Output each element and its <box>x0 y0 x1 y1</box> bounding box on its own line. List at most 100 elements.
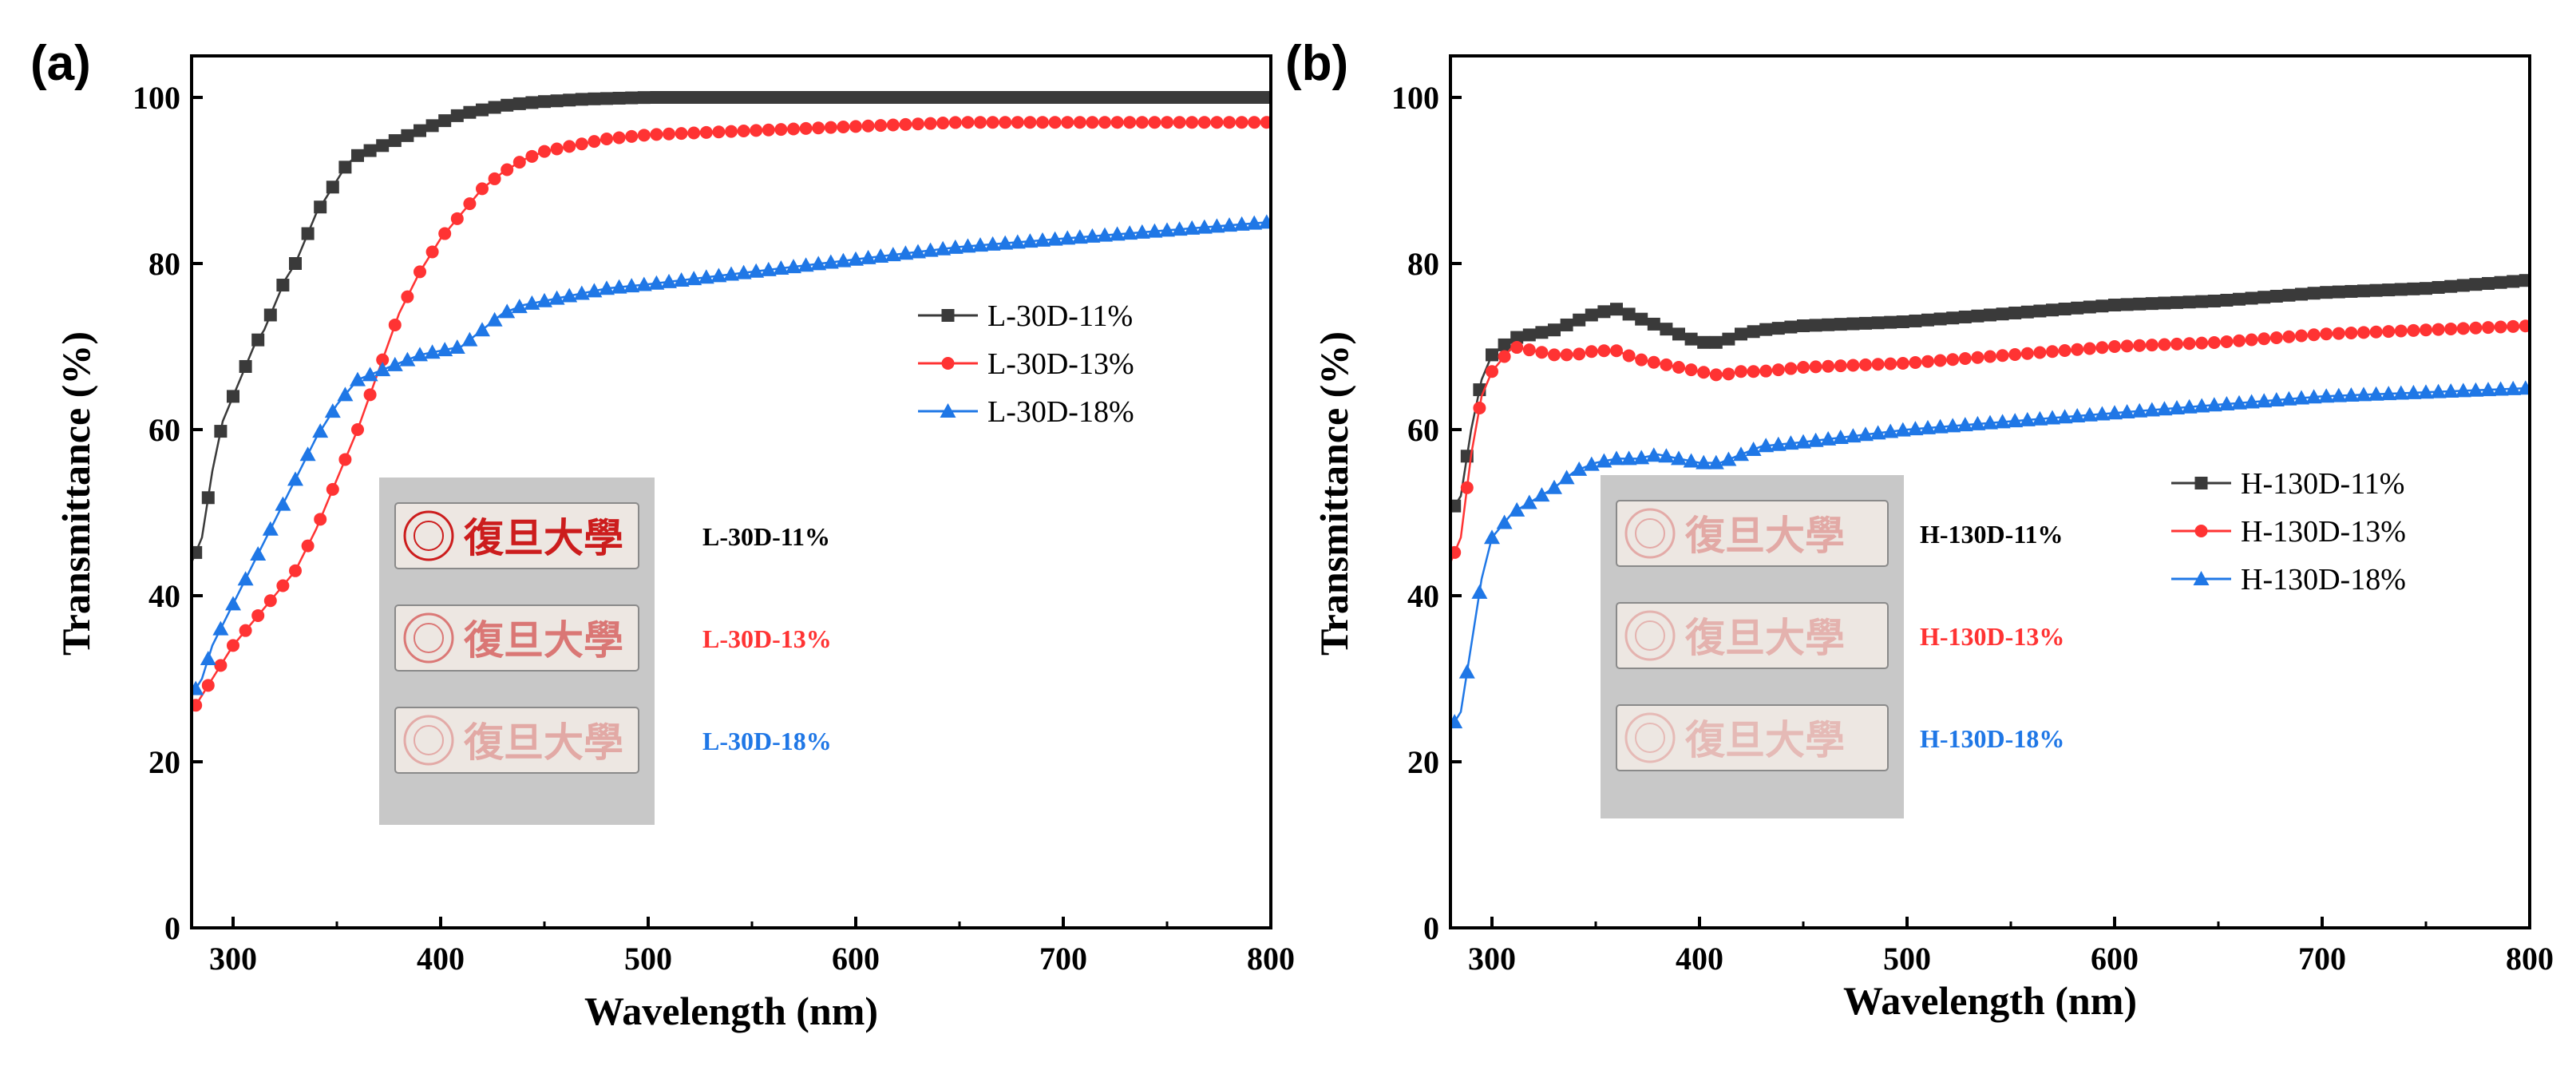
data-point <box>1546 479 1562 494</box>
data-point <box>262 521 279 536</box>
data-point <box>2257 291 2271 304</box>
data-point <box>1859 358 1872 371</box>
data-point <box>1460 481 1474 494</box>
data-point <box>611 279 627 294</box>
data-point <box>2131 402 2148 418</box>
data-point <box>1645 447 1662 462</box>
data-point <box>2369 325 2383 339</box>
data-point <box>1784 362 1798 375</box>
data-point <box>799 121 813 135</box>
data-point <box>1209 218 1225 233</box>
data-point <box>824 121 837 134</box>
data-point <box>1832 429 1849 444</box>
data-point <box>351 423 364 436</box>
data-point <box>1932 418 1949 434</box>
data-point <box>2357 326 2370 339</box>
x-tick-label: 800 <box>2506 941 2554 977</box>
data-point <box>1871 358 1885 371</box>
panel-a-legend: L-30D-11% L-30D-13% L-30D-18% <box>918 299 1134 429</box>
data-point <box>251 333 265 347</box>
data-point <box>1171 221 1188 236</box>
series-L-30D-18% <box>192 214 1271 696</box>
data-point <box>476 103 489 117</box>
data-point <box>2332 327 2345 340</box>
data-point <box>2008 347 2022 361</box>
data-point <box>438 227 452 240</box>
data-point <box>2245 333 2258 347</box>
data-point <box>886 91 900 104</box>
data-point <box>414 265 426 279</box>
y-tick-label: 20 <box>1407 744 1439 780</box>
data-point <box>301 539 315 553</box>
data-point <box>1596 453 1612 468</box>
data-point <box>2158 296 2171 310</box>
panel-a-inset-photo: 復旦大學 L-30D-11% 復旦大學 L-30D-13% 復旦大學 L-30D-18% <box>379 478 832 825</box>
panel-b: (b) 300 400 500 600 700 800 0 20 40 60 80 100 Wavel… <box>1285 36 2554 1023</box>
data-point <box>351 149 364 162</box>
data-point <box>461 331 478 347</box>
data-point <box>1846 359 1860 372</box>
sample-film <box>394 604 639 672</box>
data-point <box>192 699 203 712</box>
data-point <box>1260 91 1271 104</box>
data-point <box>1909 355 1922 369</box>
data-point <box>1660 358 1673 371</box>
inset-sample-label: H-130D-11% <box>1920 520 2064 549</box>
data-point <box>1635 353 1648 367</box>
data-point <box>2094 406 2111 421</box>
data-point <box>1722 332 1735 346</box>
data-point <box>974 91 987 104</box>
data-point <box>1110 116 1124 129</box>
x-tick-label: 500 <box>1883 941 1931 977</box>
data-point <box>1622 349 1636 363</box>
data-point <box>623 278 640 293</box>
data-point <box>1161 116 1173 129</box>
data-point <box>635 276 652 291</box>
data-point <box>936 91 950 104</box>
data-point <box>1795 434 1811 449</box>
data-point <box>1585 308 1598 322</box>
data-point <box>737 91 750 104</box>
data-point <box>2008 306 2022 319</box>
x-tick-label: 400 <box>1676 941 1723 977</box>
data-point <box>2108 299 2121 311</box>
data-point <box>2394 324 2408 338</box>
data-point <box>2182 337 2196 351</box>
data-point <box>1023 116 1037 129</box>
data-point <box>1148 91 1161 104</box>
data-point <box>1047 231 1063 246</box>
data-point <box>948 116 962 129</box>
data-point <box>2257 332 2271 346</box>
data-point <box>1982 414 1998 430</box>
panel-b-frame <box>1449 54 2531 929</box>
data-point <box>2044 410 2060 425</box>
data-point <box>1533 487 1550 502</box>
data-point <box>924 117 937 130</box>
data-point <box>1958 351 1972 365</box>
data-point <box>499 303 516 319</box>
data-point <box>1907 421 1924 436</box>
inset-sample-label: H-130D-13% <box>1920 622 2064 651</box>
seal-inner-icon <box>414 521 444 551</box>
panel-b-ticks: 300 400 500 600 700 800 0 20 40 60 80 100 <box>1391 80 2554 977</box>
y-tick-label: 80 <box>1407 246 1439 282</box>
data-point <box>2494 275 2507 289</box>
data-point <box>1522 328 1536 342</box>
y-tick-label: 100 <box>1391 80 1439 116</box>
data-point <box>1036 116 1049 129</box>
panel-b-plot-area <box>1450 274 2530 730</box>
data-point <box>2268 391 2285 406</box>
data-point <box>2455 382 2471 398</box>
data-point <box>424 344 441 359</box>
data-point <box>1583 456 1600 471</box>
y-tick-label: 0 <box>1423 910 1439 946</box>
data-point <box>401 129 414 142</box>
data-point <box>1458 664 1475 679</box>
legend-entry: L-30D-18% <box>987 395 1134 429</box>
data-point <box>637 129 651 142</box>
seal-icon <box>403 510 454 561</box>
data-point <box>600 92 613 105</box>
data-point <box>2456 322 2470 335</box>
data-point <box>710 267 727 283</box>
data-point <box>600 133 613 145</box>
